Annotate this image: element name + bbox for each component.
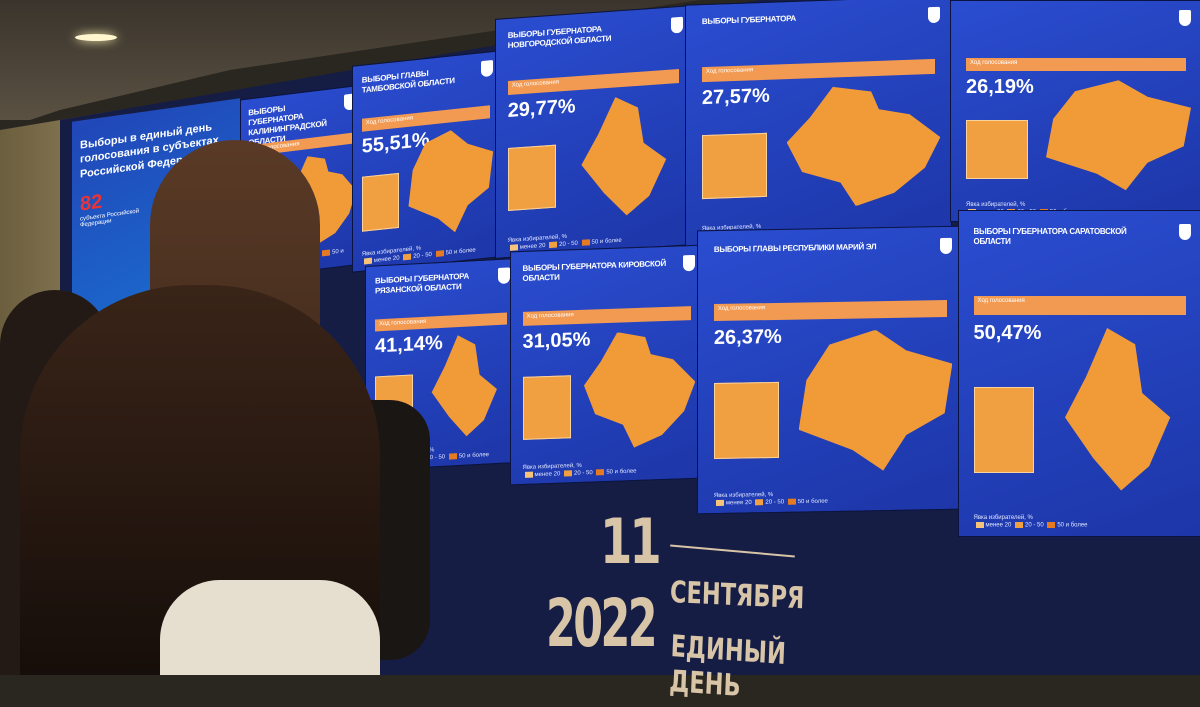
coat-of-arms-icon	[498, 267, 510, 285]
election-panel: Выборы губернатора Кировской области Ход…	[510, 244, 704, 486]
progress-header: Ход голосования	[701, 59, 936, 82]
legend-swatch	[596, 468, 605, 476]
inset-map	[713, 382, 780, 459]
inset-map	[966, 119, 1028, 179]
legend-high: 50 и более	[606, 468, 637, 476]
legend-swatch	[435, 250, 444, 258]
election-panel: Выборы губернатора Новгородской области …	[495, 5, 692, 259]
inset-map	[507, 144, 557, 212]
panel-title: Выборы губернатора Саратовской области	[973, 227, 1127, 247]
coat-of-arms-icon	[1179, 9, 1191, 26]
legend-swatch	[715, 499, 724, 506]
legend-low: менее 20	[985, 522, 1012, 529]
legend: Явка избирателей, %менее 20 20 - 50 50 и…	[523, 459, 696, 480]
coat-of-arms-icon	[940, 238, 953, 255]
legend-high: 50 и более	[458, 452, 490, 461]
banner-caption: Единый день	[668, 629, 787, 704]
legend-swatch	[975, 521, 984, 528]
legend-swatch	[787, 498, 796, 505]
banner-year: 2022	[546, 585, 658, 662]
panel-title: Выборы главы Тамбовской области	[361, 68, 455, 96]
legend-title: Явка избирателей, %	[973, 514, 1033, 521]
legend: Явка избирателей, %менее 20 20 - 50 50 и…	[974, 515, 1192, 530]
progress-header: Ход голосования	[375, 312, 507, 332]
legend-title: Явка избирателей, %	[966, 202, 1026, 209]
legend-title: Явка избирателей, %	[522, 462, 582, 471]
progress-header: Ход голосования	[973, 295, 1187, 315]
turnout-value: 41,14%	[375, 331, 443, 358]
region-map	[799, 328, 953, 472]
turnout-value: 26,37%	[713, 325, 782, 349]
coat-of-arms-icon	[683, 255, 696, 272]
inset-map	[522, 375, 571, 440]
legend-swatch	[363, 258, 372, 265]
region-map	[1046, 80, 1191, 191]
region-map	[570, 92, 683, 219]
panel-title: Выборы губернатора Новгородской области	[507, 24, 612, 50]
turnout-value: 26,19%	[966, 75, 1034, 98]
legend-mid: 20 - 50	[765, 499, 785, 506]
inset-map	[361, 172, 399, 232]
progress-header: Ход голосования	[361, 105, 491, 132]
legend-high: 50 и более	[797, 498, 828, 505]
legend-swatch	[549, 241, 558, 248]
legend-mid: 20 - 50	[413, 252, 432, 261]
panel-title: Выборы главы Республики Марий Эл	[713, 242, 877, 255]
inset-map	[701, 132, 768, 200]
legend-swatch	[1047, 521, 1056, 528]
progress-header: Ход голосования	[713, 300, 948, 322]
legend-swatch	[563, 470, 572, 477]
legend-swatch	[509, 243, 518, 251]
turnout-value: 29,77%	[507, 95, 576, 122]
legend-swatch	[755, 498, 764, 506]
turnout-value: 50,47%	[973, 321, 1042, 344]
legend-mid: 20 - 50	[1024, 522, 1044, 529]
legend-swatch	[581, 238, 590, 246]
progress-header: Ход голосования	[522, 306, 692, 327]
progress-header: Ход голосования	[507, 68, 680, 96]
turnout-value: 31,05%	[522, 328, 591, 353]
region-map	[1064, 328, 1171, 491]
legend-swatch	[448, 453, 457, 460]
panel-title: Выборы губернатора	[701, 13, 796, 27]
legend-swatch	[403, 253, 412, 261]
legend-title: Явка избирателей, %	[713, 491, 774, 499]
legend-low: менее 20	[519, 242, 546, 251]
coat-of-arms-icon	[1179, 224, 1192, 240]
coat-of-arms-icon	[928, 6, 941, 23]
legend-mid: 20 - 50	[573, 469, 593, 477]
inset-map	[973, 386, 1034, 473]
election-panel: Выборы губернатора Ход голосования 27,57…	[685, 0, 952, 247]
legend: Явка избирателей, %менее 20 20 - 50 50 и…	[714, 489, 953, 508]
election-panel: Выборы губернатора Саратовской области Х…	[958, 210, 1200, 537]
legend-high: 50 и более	[591, 237, 622, 246]
region-map	[584, 329, 695, 449]
ceiling-lamp	[75, 34, 117, 41]
election-panel: Ход голосования 26,19% Явка избирателей,…	[950, 0, 1200, 222]
coat-of-arms-icon	[481, 60, 494, 78]
legend-high: 50 и более	[445, 247, 476, 257]
legend-swatch	[1014, 521, 1023, 528]
panel-title: Выборы губернатора Рязанской области	[375, 271, 469, 296]
legend-swatch	[322, 249, 331, 257]
election-panel: Выборы главы Тамбовской области Ход голо…	[352, 50, 500, 273]
legend-mid: 20 - 50	[559, 240, 578, 248]
legend-swatch	[524, 471, 533, 478]
coat-of-arms-icon	[671, 16, 684, 34]
region-map	[787, 83, 941, 208]
progress-header: Ход голосования	[966, 58, 1186, 72]
banner-month: сентября	[669, 575, 805, 617]
legend-low: менее 20	[725, 499, 752, 507]
turnout-value: 55,51%	[361, 128, 430, 158]
legend-high: 50 и более	[1057, 522, 1088, 529]
election-panel: Выборы главы Республики Марий Эл Ход гол…	[697, 225, 964, 515]
banner-day: 11	[600, 505, 662, 578]
panel-title: Выборы губернатора Кировской области	[522, 258, 666, 283]
turnout-value: 27,57%	[701, 84, 770, 109]
legend-low: менее 20	[373, 255, 400, 265]
legend-low: менее 20	[534, 471, 561, 478]
person-collar	[160, 580, 380, 675]
